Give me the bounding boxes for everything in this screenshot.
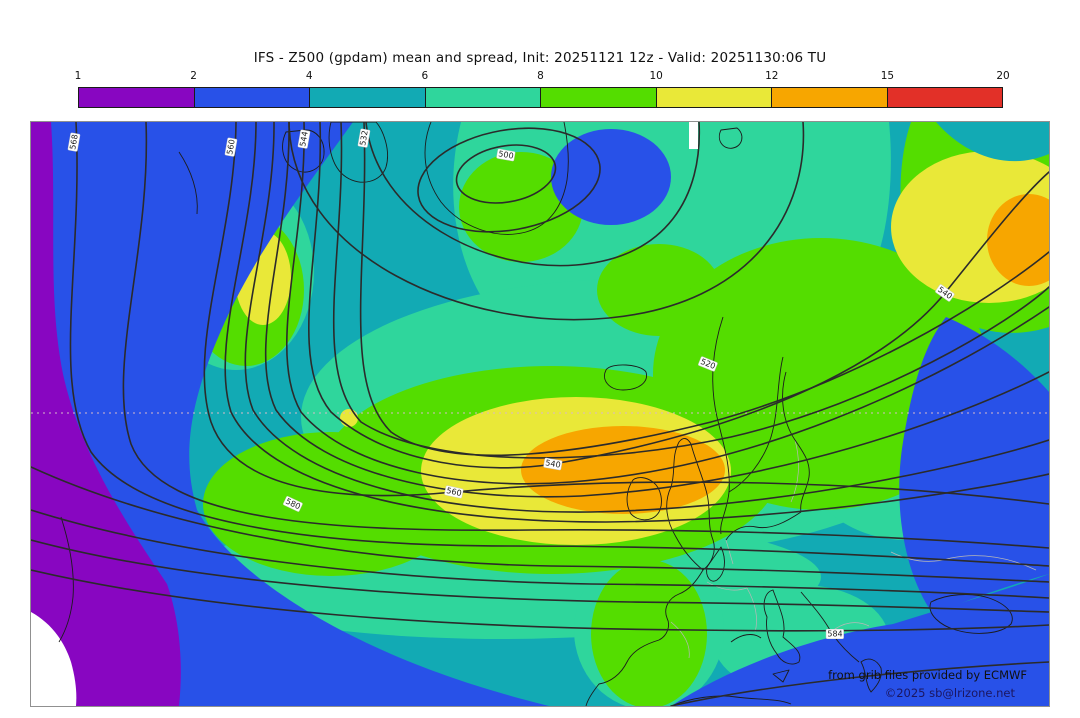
- colorbar-swatch-6: [772, 88, 888, 107]
- coastlines: [58, 122, 1013, 706]
- colorbar-tick-2: 2: [190, 70, 197, 82]
- colorbar-swatch-5: [656, 88, 772, 107]
- colorbar-swatches: [78, 87, 1003, 108]
- z500-spread-field: [31, 122, 1049, 706]
- colorbar-swatch-2: [310, 88, 426, 107]
- map-title: IFS - Z500 (gpdam) mean and spread, Init…: [253, 50, 827, 66]
- colorbar-tick-4: 4: [305, 70, 313, 82]
- colorbar-tick-8: 8: [537, 70, 544, 82]
- colorbar-tick-6: 6: [421, 70, 429, 82]
- colorbar-tick-labels: 1 2 4 6 8 10 12 15 20: [74, 70, 1010, 84]
- colorbar-tick-20: 20: [996, 70, 1010, 82]
- colorbar-swatch-0: [79, 88, 195, 107]
- colorbar-tick-15: 15: [880, 70, 895, 82]
- colorbar-tick-10: 10: [649, 70, 663, 82]
- contour-label-584-10: 584: [826, 629, 844, 639]
- data-source-attribution: from grib files provided by ECMWF: [828, 668, 1027, 682]
- projection-seam: [689, 122, 698, 149]
- spread-level-1-2: [31, 122, 181, 706]
- colorbar-swatch-1: [194, 88, 310, 107]
- colorbar-swatch-7: [887, 88, 1002, 107]
- map-void-corner: [31, 612, 77, 706]
- weather-map: 500 568 560 544 532 520 540 540 560 580 584 from g…: [30, 121, 1050, 707]
- colorbar: 1 2 4 6 8 10 12 15 20: [74, 70, 1010, 110]
- colorbar-swatch-3: [425, 88, 541, 107]
- z500-contours: [31, 122, 1049, 706]
- spread-level-4-6-corner: [936, 122, 1049, 162]
- copyright-attribution: ©2025 sb@lrizone.net: [884, 686, 1015, 700]
- colorbar-swatch-4: [541, 88, 657, 107]
- country-borders: [670, 439, 1037, 659]
- colorbar-tick-1: 1: [74, 70, 82, 82]
- colorbar-tick-12: 12: [765, 70, 779, 82]
